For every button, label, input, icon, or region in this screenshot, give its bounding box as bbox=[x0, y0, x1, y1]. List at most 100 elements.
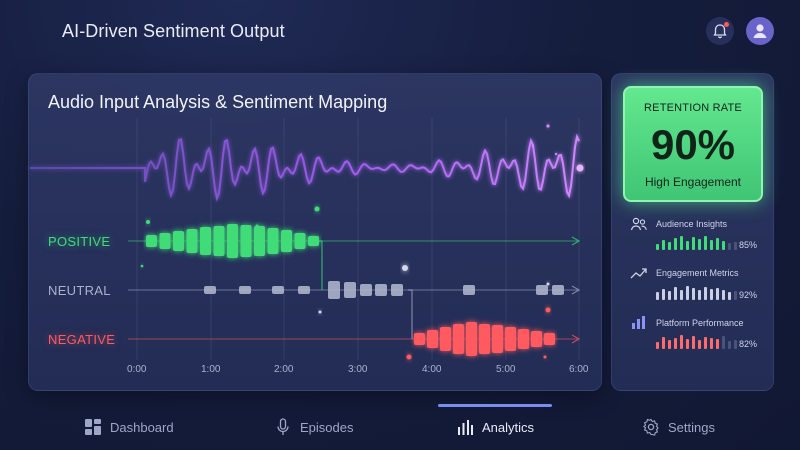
metric-bar bbox=[692, 237, 695, 250]
time-tick: 5:00 bbox=[496, 364, 516, 375]
lane-arrow bbox=[571, 334, 581, 344]
metric-bar bbox=[710, 338, 713, 349]
neutral-segment bbox=[328, 281, 340, 299]
metric-bar bbox=[710, 240, 713, 250]
metric-bar bbox=[734, 291, 737, 300]
metric-bar bbox=[668, 291, 671, 300]
dashboard-icon bbox=[85, 419, 101, 435]
metric-bar bbox=[716, 288, 719, 300]
time-tick: 6:00 bbox=[569, 364, 589, 375]
user-avatar-button[interactable] bbox=[746, 17, 774, 45]
nav-settings[interactable]: Settings bbox=[642, 418, 715, 436]
glow-particle bbox=[406, 354, 412, 360]
metric-bar bbox=[668, 242, 671, 250]
time-tick: 2:00 bbox=[274, 364, 294, 375]
metric-bar bbox=[680, 335, 683, 349]
metric-bar bbox=[704, 287, 707, 300]
neutral-segment bbox=[239, 286, 251, 294]
glow-particle bbox=[546, 124, 550, 128]
retention-label: RETENTION RATE bbox=[644, 102, 742, 114]
metric-bar bbox=[656, 244, 659, 250]
metric-bar bbox=[710, 289, 713, 300]
audio-waveform bbox=[30, 133, 580, 202]
glow-particle bbox=[140, 264, 144, 268]
nav-label: Dashboard bbox=[110, 419, 174, 435]
notifications-button[interactable] bbox=[706, 17, 734, 45]
negative-segment bbox=[414, 333, 425, 345]
time-tick: 0:00 bbox=[127, 364, 147, 375]
metric-bar bbox=[728, 341, 731, 349]
negative-segment bbox=[453, 324, 464, 354]
retention-caption: High Engagement bbox=[644, 175, 742, 189]
positive-segment bbox=[281, 230, 292, 252]
glow-particle bbox=[531, 144, 535, 148]
metric-title-platform: Platform Performance bbox=[656, 318, 744, 328]
metric-bar bbox=[716, 339, 719, 349]
lane-label-negative: NEGATIVE bbox=[48, 332, 116, 347]
negative-segment bbox=[544, 333, 555, 345]
positive-segment bbox=[159, 233, 171, 249]
negative-segment bbox=[427, 330, 438, 348]
metric-bar bbox=[674, 238, 677, 250]
metric-bar bbox=[704, 337, 707, 349]
engagement-bars bbox=[656, 286, 737, 300]
negative-segment bbox=[518, 329, 529, 349]
neutral-segment bbox=[272, 286, 284, 294]
notification-dot bbox=[724, 22, 729, 27]
metric-bar bbox=[662, 240, 665, 250]
transition-connector bbox=[408, 289, 413, 339]
metric-bar bbox=[686, 241, 689, 250]
positive-segment bbox=[267, 228, 279, 254]
metric-bar bbox=[716, 238, 719, 250]
metric-bar bbox=[674, 338, 677, 349]
metric-bar bbox=[704, 236, 707, 250]
glow-particle bbox=[146, 220, 150, 224]
nav-episodes[interactable]: Episodes bbox=[274, 418, 353, 436]
metric-bar bbox=[728, 292, 731, 300]
positive-segment bbox=[294, 233, 306, 249]
microphone-icon bbox=[277, 418, 289, 435]
negative-segment bbox=[505, 327, 516, 351]
panel-title: Audio Input Analysis & Sentiment Mapping bbox=[48, 92, 388, 112]
gear-icon bbox=[643, 418, 659, 436]
analytics-icon bbox=[458, 420, 473, 435]
waveform-endpoint bbox=[576, 164, 584, 172]
audience-bars bbox=[656, 236, 737, 250]
metric-percent-audience: 85% bbox=[739, 240, 758, 250]
time-tick: 3:00 bbox=[348, 364, 368, 375]
positive-segment bbox=[173, 231, 184, 251]
positive-segment bbox=[308, 236, 319, 246]
glow-particle bbox=[314, 206, 320, 212]
metric-bar bbox=[698, 239, 701, 250]
negative-segment bbox=[466, 322, 477, 356]
positive-segment bbox=[227, 224, 238, 258]
nav-label: Settings bbox=[668, 419, 715, 435]
nav-dashboard[interactable]: Dashboard bbox=[84, 418, 174, 436]
metric-bar bbox=[728, 243, 731, 250]
glow-particle bbox=[402, 265, 408, 271]
metric-bar bbox=[668, 340, 671, 349]
glow-particle bbox=[546, 282, 550, 286]
metric-bar bbox=[722, 241, 725, 250]
positive-segment bbox=[146, 235, 157, 247]
metric-bar bbox=[680, 290, 683, 300]
glow-particle bbox=[255, 224, 259, 228]
retention-value: 90% bbox=[650, 121, 736, 168]
metric-bar bbox=[656, 342, 659, 349]
metric-bar bbox=[662, 289, 665, 300]
positive-segment bbox=[254, 226, 265, 256]
trend-up-icon bbox=[630, 268, 647, 279]
neutral-segment bbox=[463, 285, 475, 295]
lane-label-positive: POSITIVE bbox=[48, 234, 111, 249]
retention-rate-card: RETENTION RATE 90% High Engagement bbox=[623, 86, 763, 202]
glow-particle bbox=[545, 307, 551, 313]
metric-bar bbox=[674, 287, 677, 300]
user-icon bbox=[753, 24, 767, 38]
platform-bars bbox=[656, 335, 737, 349]
metric-bar bbox=[656, 292, 659, 300]
lane-arrow bbox=[571, 236, 581, 246]
neutral-segment bbox=[536, 285, 548, 295]
nav-analytics[interactable]: Analytics bbox=[456, 418, 534, 436]
neutral-segment bbox=[344, 282, 356, 298]
